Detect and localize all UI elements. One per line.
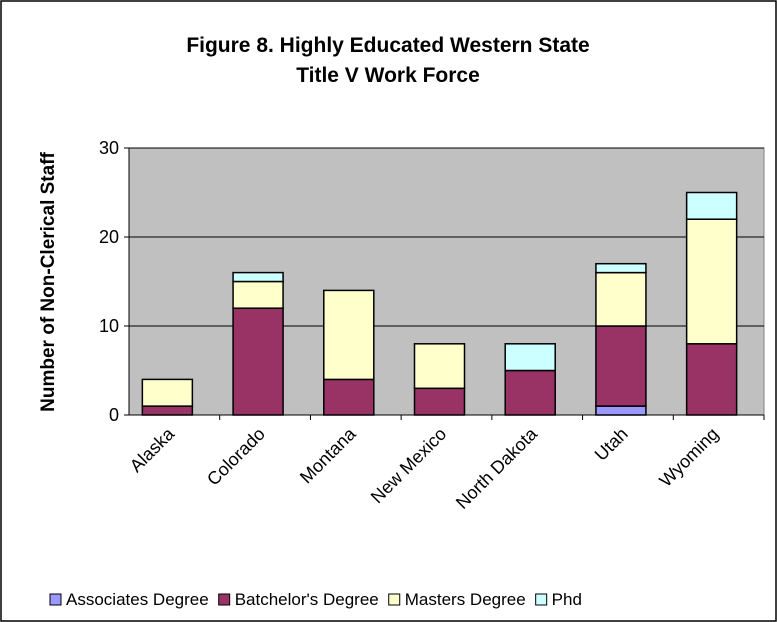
bar-segment — [232, 307, 284, 416]
legend-swatch — [388, 593, 401, 606]
bar-segment — [413, 343, 466, 390]
legend-swatch — [49, 593, 62, 606]
legend-label: Batchelor's Degree — [235, 590, 379, 609]
bar-segment — [323, 289, 375, 381]
bar-segment — [595, 271, 647, 327]
bar-segment — [504, 343, 556, 372]
bar-segment — [413, 387, 466, 416]
y-tick-label: 20 — [99, 227, 119, 247]
legend-swatch — [535, 593, 548, 606]
legend-swatch — [218, 593, 231, 606]
bar-segment — [141, 378, 194, 407]
bar-segment — [595, 262, 647, 274]
y-axis-label: Number of Non-Clerical Staff — [38, 151, 59, 411]
bar-segment — [232, 271, 284, 283]
chart-title: Title V Work Force — [296, 64, 480, 87]
y-tick-label: 30 — [99, 138, 119, 158]
bar-segment — [141, 405, 194, 416]
bar-segment — [685, 218, 738, 345]
bar-segment — [685, 343, 738, 416]
bar-segment — [323, 378, 375, 416]
legend-label: Phd — [552, 590, 582, 609]
bar-segment — [595, 405, 647, 416]
chart-title: Figure 8. Highly Educated Western State — [186, 34, 589, 57]
y-tick-label: 10 — [99, 316, 119, 336]
legend-label: Associates Degree — [66, 590, 209, 609]
bar-segment — [504, 369, 556, 416]
y-tick-label: 0 — [109, 405, 119, 425]
bar-segment — [685, 191, 738, 220]
bar-segment — [595, 325, 647, 407]
bar-segment — [232, 280, 284, 309]
legend-label: Masters Degree — [405, 590, 526, 609]
